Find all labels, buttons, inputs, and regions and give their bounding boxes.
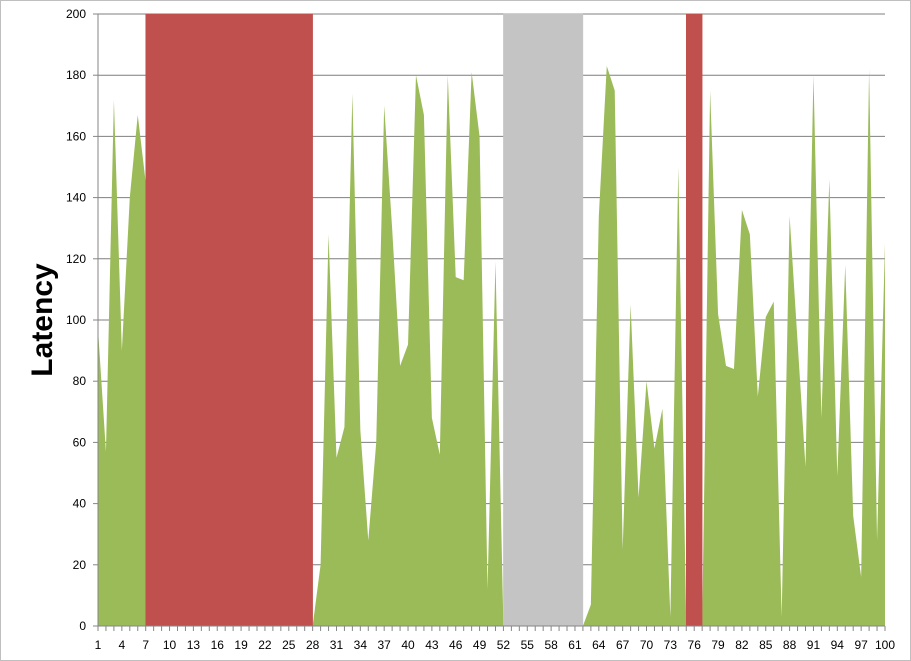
x-tick-label-31: 31: [330, 638, 344, 652]
axes: [93, 13, 886, 631]
maintenance-band-1: [503, 13, 584, 627]
x-tick-label-61: 61: [568, 638, 582, 652]
x-tick-label-25: 25: [282, 638, 296, 652]
x-tick-label-73: 73: [664, 638, 678, 652]
x-tick-label-70: 70: [640, 638, 654, 652]
x-tick-label-16: 16: [211, 638, 225, 652]
x-tick-label-37: 37: [378, 638, 392, 652]
x-tick-label-28: 28: [306, 638, 320, 652]
x-tick-label-91: 91: [807, 638, 821, 652]
y-tick-label-60: 60: [73, 435, 87, 449]
latency-area-series-0: [98, 66, 885, 626]
x-tick-label-46: 46: [449, 638, 463, 652]
x-tick-label-82: 82: [735, 638, 749, 652]
y-tick-label-40: 40: [73, 497, 87, 511]
x-tick-label-76: 76: [688, 638, 702, 652]
y-tick-label-180: 180: [66, 68, 86, 82]
y-tick-labels: 0 20 40 60 80 100 120 140 160 180 200: [66, 7, 86, 633]
y-axis-label: Latency: [26, 263, 59, 377]
x-tick-label-43: 43: [425, 638, 439, 652]
x-tick-label-58: 58: [544, 638, 558, 652]
x-tick-label-100: 100: [875, 638, 895, 652]
y-tick-label-140: 140: [66, 191, 86, 205]
x-tick-label-19: 19: [234, 638, 248, 652]
x-tick-label-40: 40: [401, 638, 415, 652]
x-tick-label-4: 4: [119, 638, 126, 652]
x-tick-label-7: 7: [142, 638, 149, 652]
x-tick-label-22: 22: [258, 638, 272, 652]
y-tick-label-160: 160: [66, 129, 86, 143]
failure-band-0: [145, 13, 313, 627]
x-tick-label-55: 55: [521, 638, 535, 652]
x-tick-label-97: 97: [854, 638, 868, 652]
y-tick-label-20: 20: [73, 558, 87, 572]
x-tick-label-13: 13: [187, 638, 201, 652]
x-tick-label-49: 49: [473, 638, 487, 652]
x-tick-labels: 1 4 7 10 13 16 19 22 25 28 31 34 37 40 43 46 49 52 55 58 61 6…: [95, 638, 896, 652]
x-tick-label-67: 67: [616, 638, 630, 652]
x-tick-label-85: 85: [759, 638, 773, 652]
x-tick-label-10: 10: [163, 638, 177, 652]
x-tick-label-79: 79: [711, 638, 725, 652]
failure-band-2: [686, 13, 703, 627]
x-tick-label-34: 34: [354, 638, 368, 652]
x-tick-label-64: 64: [592, 638, 606, 652]
y-tick-label-0: 0: [79, 619, 86, 633]
x-tick-label-88: 88: [783, 638, 797, 652]
y-tick-label-200: 200: [66, 7, 86, 21]
y-tick-label-100: 100: [66, 313, 86, 327]
y-tick-label-120: 120: [66, 252, 86, 266]
x-tick-label-94: 94: [831, 638, 845, 652]
y-tick-label-80: 80: [73, 374, 87, 388]
x-tick-label-1: 1: [95, 638, 102, 652]
x-tick-label-52: 52: [497, 638, 511, 652]
